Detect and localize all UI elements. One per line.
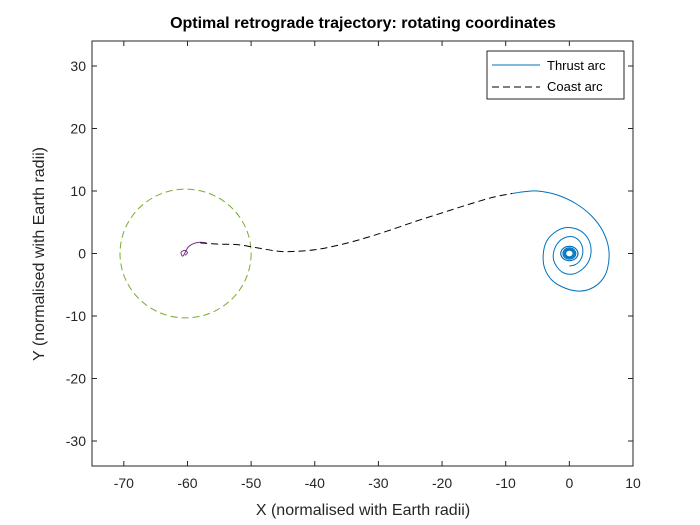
x-tick-label: -70 — [114, 475, 134, 491]
thrust-arc-core-loop — [562, 247, 577, 260]
moon-departure-spiral — [180, 241, 207, 257]
y-tick-label: -20 — [66, 371, 86, 387]
thrust-arc-core-loop — [563, 248, 576, 259]
legend-box — [486, 50, 625, 100]
y-tick-label: -30 — [66, 433, 86, 449]
y-tick-label: -10 — [66, 308, 86, 324]
x-tick-label: 10 — [625, 475, 641, 491]
chart-title: Optimal retrograde trajectory: rotating … — [170, 15, 556, 32]
ticks-layer: -70 -60 -50 -40 -30 -20 -10 0 10 -30 -20 -10 0 10 20 30 — [66, 41, 641, 491]
x-tick-label: -50 — [241, 475, 261, 491]
y-tick-label: 20 — [70, 121, 86, 137]
thrust-arc-core-loop — [560, 245, 579, 262]
x-tick-label: -60 — [177, 475, 197, 491]
x-tick-label: -20 — [432, 475, 452, 491]
y-tick-label: 30 — [70, 58, 86, 74]
coast-arc-line — [200, 193, 513, 253]
legend-thrust-label: Thrust arc — [547, 58, 606, 73]
x-tick-label: 0 — [565, 475, 573, 491]
x-axis-label: X (normalised with Earth radii) — [256, 502, 470, 519]
legend: Thrust arc Coast arc — [486, 50, 625, 100]
thrust-arc-core-loop — [564, 249, 574, 258]
data-layer — [119, 188, 610, 319]
x-tick-label: -40 — [305, 475, 325, 491]
axes-box — [91, 40, 634, 467]
legend-coast-label: Coast arc — [547, 79, 603, 94]
y-tick-label: 0 — [78, 246, 86, 262]
x-tick-label: -10 — [496, 475, 516, 491]
y-tick-label: 10 — [70, 183, 86, 199]
y-axis-label: Y (normalised with Earth radii) — [31, 147, 48, 361]
x-tick-label: -30 — [368, 475, 388, 491]
moon-sphere-circle — [119, 188, 252, 319]
thrust-arc-line — [511, 190, 610, 292]
